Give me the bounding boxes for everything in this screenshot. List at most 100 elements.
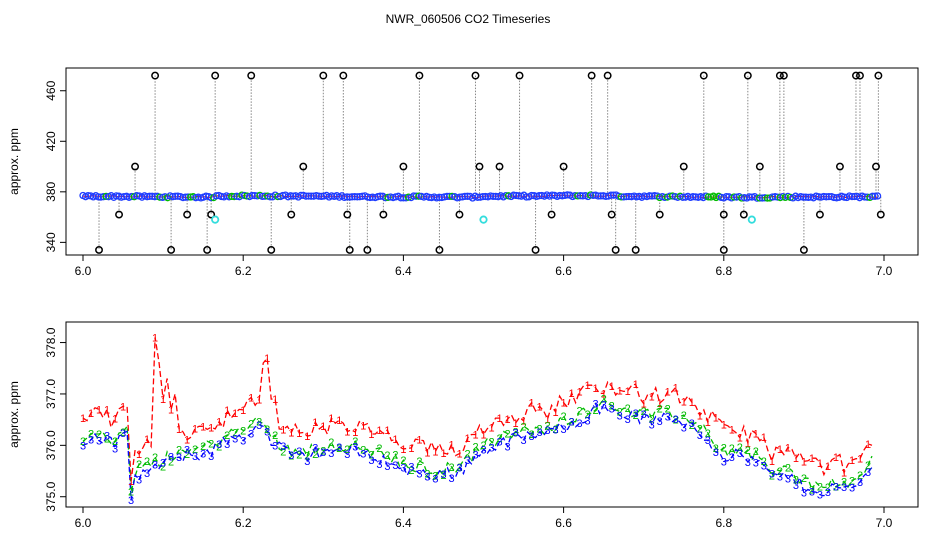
series-1-marker: 1 <box>240 405 246 417</box>
series-1-marker: 1 <box>777 444 783 456</box>
series-1-marker: 1 <box>793 453 799 465</box>
series-1-marker: 1 <box>504 414 510 426</box>
bottom-y-axis-label: approx. ppm <box>7 381 21 448</box>
bottom-y-tick-label: 375.0 <box>44 481 58 511</box>
series-1-marker: 1 <box>561 398 567 410</box>
outlier-point <box>151 71 160 80</box>
series-2-marker: 2 <box>857 470 863 482</box>
raw-data-point <box>212 192 220 200</box>
series-3-marker: 3 <box>176 452 182 464</box>
series-3-marker: 3 <box>601 400 607 412</box>
series-3-marker: 3 <box>424 472 430 484</box>
series-1-marker: 1 <box>817 458 823 470</box>
series-3-marker: 3 <box>673 414 679 426</box>
series-1-marker: 1 <box>232 408 238 420</box>
raw-data-point <box>345 193 354 201</box>
series-1-marker: 1 <box>248 393 254 405</box>
series-1-marker: 1 <box>721 419 727 431</box>
raw-data-point <box>871 192 879 200</box>
series-1-marker: 1 <box>112 414 118 426</box>
series-3-marker: 3 <box>160 457 166 469</box>
outlier-point <box>876 210 885 219</box>
series-2-marker: 2 <box>601 394 607 406</box>
bottom-y-tick-label: 376.0 <box>44 430 58 460</box>
series-1-marker: 1 <box>184 435 190 447</box>
outlier-point <box>655 210 664 219</box>
series-3-marker: 3 <box>80 440 86 452</box>
raw-data-point <box>353 193 361 201</box>
series-2-marker: 2 <box>120 427 126 439</box>
series-1-marker: 1 <box>472 430 478 442</box>
series-1-marker: 1 <box>424 448 430 460</box>
series-1-marker: 1 <box>713 413 719 425</box>
raw-data-point <box>489 192 497 201</box>
series-1-marker: 1 <box>753 429 759 441</box>
raw-data-point <box>740 193 748 202</box>
series-3-marker: 3 <box>488 442 494 454</box>
series-3-marker: 3 <box>641 409 647 421</box>
series-1-marker: 1 <box>344 427 350 439</box>
outlier-point <box>167 245 176 254</box>
bottom-x-tick-label: 6.0 <box>75 516 92 530</box>
series-3-marker: 3 <box>280 441 286 453</box>
series-2-marker: 2 <box>296 450 302 462</box>
series-1-marker: 1 <box>585 380 591 392</box>
outlier-point <box>607 210 616 219</box>
series-3-marker: 3 <box>208 451 214 463</box>
series-3-marker: 3 <box>240 436 246 448</box>
series-2-marker: 2 <box>625 403 631 415</box>
series-1-marker: 1 <box>537 401 543 413</box>
raw-data-point <box>479 192 487 201</box>
series-2-marker: 2 <box>729 443 735 455</box>
series-2-marker: 2 <box>841 476 847 488</box>
series-3-marker: 3 <box>609 403 615 415</box>
series-1-marker: 1 <box>328 413 334 425</box>
raw-data-point <box>617 193 625 201</box>
series-1-marker: 1 <box>529 398 535 410</box>
series-1-marker: 1 <box>392 434 398 446</box>
series-1-marker: 1 <box>729 424 735 436</box>
series-2-marker: 2 <box>280 447 286 459</box>
series-3-marker: 3 <box>537 427 543 439</box>
series-1-marker: 1 <box>160 394 166 406</box>
series-2-marker: 2 <box>192 444 198 456</box>
series-2-marker: 2 <box>384 450 390 462</box>
raw-data-point <box>435 193 443 201</box>
raw-data-point <box>248 191 256 200</box>
raw-data-point <box>230 192 238 201</box>
series-2-marker: 2 <box>408 465 414 477</box>
top-x-tick-label: 6.2 <box>235 264 252 278</box>
series-2-marker: 2 <box>464 449 470 461</box>
raw-data-point <box>351 193 359 201</box>
series-3-marker: 3 <box>384 461 390 473</box>
series-2-marker: 2 <box>649 414 655 426</box>
outlier-point <box>363 245 372 254</box>
raw-data-point <box>620 193 628 201</box>
raw-data-point <box>512 191 520 200</box>
top-panel-raw-timeseries: 6.0 6.2 6.4 6.6 6.8 7.0 340 380 420 460 approx. pp… <box>7 67 919 278</box>
series-3-marker: 3 <box>504 441 510 453</box>
raw-data-point <box>579 192 587 200</box>
series-3-marker: 3 <box>344 449 350 461</box>
outlier-point <box>247 71 256 80</box>
series-3-marker: 3 <box>865 467 871 479</box>
raw-data-point <box>443 192 451 201</box>
raw-data-point <box>171 192 179 200</box>
raw-data-point <box>445 192 454 201</box>
series-2-marker: 2 <box>496 433 502 445</box>
series-1-marker: 1 <box>681 397 687 409</box>
outlier-point <box>874 71 883 80</box>
series-1-marker: 1 <box>456 449 462 461</box>
series-2-marker: 2 <box>320 446 326 458</box>
bottom-y-tick-label: 377.0 <box>44 379 58 409</box>
series-3-marker: 3 <box>184 444 190 456</box>
series-1-marker: 1 <box>785 442 791 454</box>
raw-data-point <box>399 194 408 202</box>
series-1-marker: 1 <box>336 415 342 427</box>
outlier-point <box>719 245 728 254</box>
raw-data-point <box>679 193 687 201</box>
series-2-marker: 2 <box>512 427 518 439</box>
bottom-x-tick-label: 6.4 <box>395 516 412 530</box>
series-3-marker: 3 <box>440 469 446 481</box>
